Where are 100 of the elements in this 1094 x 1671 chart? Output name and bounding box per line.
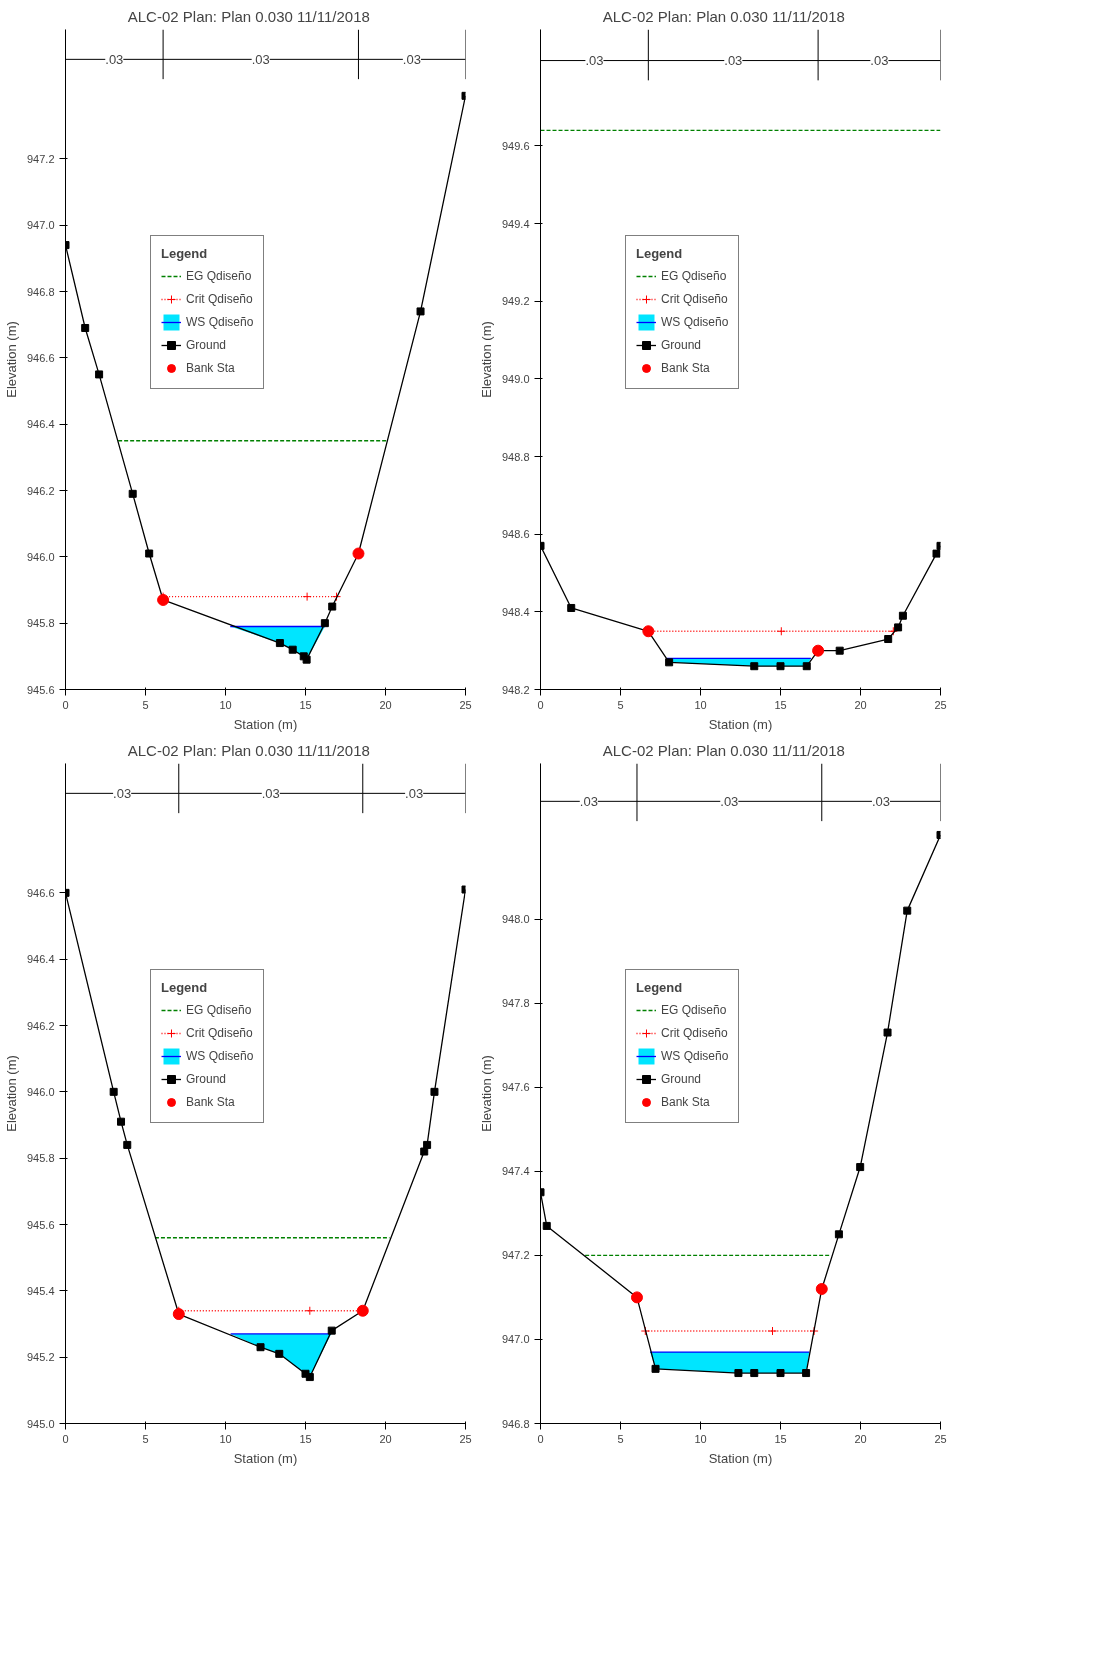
y-tick-label: 946.2 — [26, 484, 55, 497]
x-tick-label: 25 — [934, 698, 947, 711]
y-tick-label: 946.4 — [26, 953, 55, 966]
annotation: .03 — [579, 793, 598, 809]
y-tick-label: 948.6 — [501, 528, 530, 541]
x-tick-label: 20 — [379, 1432, 392, 1445]
annotation: .03 — [720, 793, 739, 809]
chart-title: ALC-02 Plan: Plan 0.030 11/11/2018 — [602, 7, 845, 25]
x-tick-label: 15 — [299, 1432, 312, 1445]
legend-label: Crit Qdiseño — [661, 292, 728, 306]
legend-title: Legend — [636, 980, 684, 995]
legend-label: WS Qdiseño — [661, 1049, 729, 1063]
y-tick-label: 946.6 — [26, 351, 55, 364]
annotation: .03 — [871, 793, 891, 809]
x-tick-label: 0 — [537, 1432, 544, 1445]
x-tick-label: 5 — [617, 698, 624, 711]
legend-label: Crit Qdiseño — [186, 1026, 253, 1040]
y-tick-label: 946.2 — [26, 1019, 55, 1032]
legend-label: Bank Sta — [661, 1095, 710, 1109]
annotation: .03 — [724, 53, 743, 69]
y-tick-label: 948.8 — [501, 450, 530, 463]
x-tick-label: 10 — [694, 698, 707, 711]
legend-label: WS Qdiseño — [186, 1049, 254, 1063]
legend-label: EG Qdiseño — [186, 1003, 252, 1017]
legend-label: WS Qdiseño — [661, 315, 729, 329]
y-tick-label: 949.2 — [501, 295, 530, 308]
y-tick-label: 945.8 — [26, 617, 55, 630]
y-tick-label: 948.0 — [501, 913, 530, 926]
chart-title: ALC-02 Plan: Plan 0.030 11/11/2018 — [127, 741, 370, 759]
legend-title: Legend — [161, 980, 209, 995]
y-axis-title: Elevation (m) — [3, 1055, 19, 1132]
y-tick-label: 946.6 — [26, 886, 55, 899]
y-axis-title: Elevation (m) — [478, 321, 494, 398]
y-tick-label: 947.0 — [501, 1333, 530, 1346]
x-axis-title: Station (m) — [233, 716, 298, 732]
annotation: .03 — [402, 51, 421, 67]
x-tick-label: 10 — [694, 1432, 707, 1445]
x-tick-label: 0 — [537, 698, 544, 711]
y-tick-label: 949.0 — [501, 372, 530, 385]
legend-label: Ground — [186, 338, 227, 352]
x-tick-label: 0 — [62, 698, 69, 711]
x-tick-label: 25 — [459, 698, 472, 711]
y-tick-label: 948.2 — [501, 683, 530, 696]
legend-label: EG Qdiseño — [661, 1003, 727, 1017]
x-tick-label: 25 — [459, 1432, 472, 1445]
y-tick-label: 947.2 — [26, 152, 55, 165]
legend-label: WS Qdiseño — [186, 315, 254, 329]
annotation: .03 — [870, 53, 889, 69]
annotation: .03 — [105, 51, 124, 67]
legend-label: Bank Sta — [186, 1095, 235, 1109]
legend-label: Bank Sta — [186, 361, 235, 375]
y-tick-label: 945.8 — [26, 1152, 55, 1165]
annotation: .03 — [251, 51, 270, 67]
y-tick-label: 945.0 — [26, 1417, 55, 1430]
legend-label: Ground — [661, 1072, 702, 1086]
legend-title: Legend — [161, 246, 209, 261]
y-tick-label: 947.8 — [501, 997, 530, 1010]
y-tick-label: 947.2 — [501, 1249, 530, 1262]
x-axis-title: Station (m) — [708, 716, 773, 732]
y-tick-label: 945.2 — [26, 1351, 55, 1364]
chart-title: ALC-02 Plan: Plan 0.030 11/11/2018 — [127, 7, 370, 25]
y-tick-label: 946.8 — [26, 285, 55, 298]
legend-label: Bank Sta — [661, 361, 710, 375]
x-axis-title: Station (m) — [233, 1450, 298, 1466]
x-tick-label: 15 — [774, 698, 787, 711]
annotation: .03 — [405, 785, 424, 801]
y-tick-label: 947.0 — [26, 219, 55, 232]
x-tick-label: 20 — [379, 698, 392, 711]
x-tick-label: 20 — [854, 1432, 867, 1445]
y-tick-label: 946.8 — [501, 1417, 530, 1430]
y-tick-label: 945.6 — [26, 683, 55, 696]
legend-label: Crit Qdiseño — [186, 292, 253, 306]
x-tick-label: 0 — [62, 1432, 69, 1445]
y-tick-label: 949.4 — [501, 217, 530, 230]
x-tick-label: 10 — [219, 698, 232, 711]
annotation: .03 — [585, 53, 604, 69]
x-tick-label: 5 — [142, 1432, 149, 1445]
legend-label: Ground — [661, 338, 702, 352]
y-axis-title: Elevation (m) — [478, 1055, 494, 1132]
y-axis-title: Elevation (m) — [3, 321, 19, 398]
y-tick-label: 946.4 — [26, 418, 55, 431]
x-tick-label: 10 — [219, 1432, 232, 1445]
x-tick-label: 5 — [142, 698, 149, 711]
y-tick-label: 947.6 — [501, 1081, 530, 1094]
annotation: .03 — [261, 785, 280, 801]
legend-title: Legend — [636, 246, 684, 261]
legend-label: Ground — [186, 1072, 227, 1086]
y-tick-label: 946.0 — [26, 1085, 55, 1098]
x-tick-label: 25 — [934, 1432, 947, 1445]
x-tick-label: 15 — [299, 698, 312, 711]
x-tick-label: 15 — [774, 1432, 787, 1445]
y-tick-label: 947.4 — [501, 1165, 530, 1178]
legend-label: EG Qdiseño — [186, 269, 252, 283]
x-tick-label: 5 — [617, 1432, 624, 1445]
x-axis-title: Station (m) — [708, 1450, 773, 1466]
x-tick-label: 20 — [854, 698, 867, 711]
y-tick-label: 946.0 — [26, 550, 55, 563]
y-tick-label: 945.4 — [26, 1284, 55, 1297]
legend-label: Crit Qdiseño — [661, 1026, 728, 1040]
y-tick-label: 949.6 — [501, 139, 530, 152]
